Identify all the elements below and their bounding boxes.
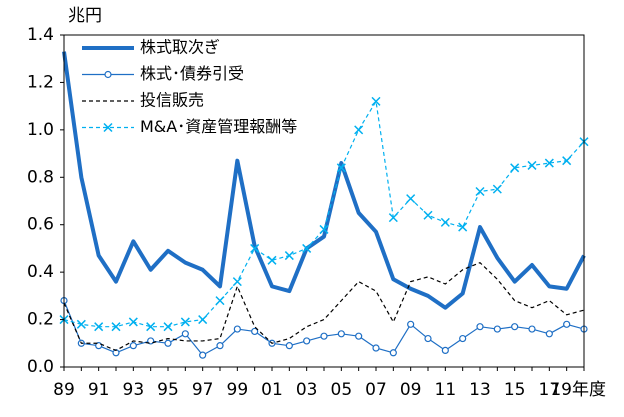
point xyxy=(424,334,432,343)
point xyxy=(336,163,346,173)
point xyxy=(528,325,536,333)
point xyxy=(147,337,155,345)
y-tick-label: 0.8 xyxy=(27,167,54,187)
y-tick-label: 0.4 xyxy=(27,262,54,282)
point xyxy=(146,322,156,332)
point xyxy=(406,194,416,204)
point xyxy=(563,320,571,328)
point xyxy=(129,342,137,350)
x-axis-unit: 年度 xyxy=(572,380,606,400)
x-tick-label: 07 xyxy=(365,380,387,400)
point xyxy=(372,344,380,352)
point xyxy=(302,243,312,253)
point xyxy=(128,317,138,327)
point xyxy=(510,163,520,173)
legend-label: 株式･債券引受 xyxy=(140,64,244,83)
legend-marker xyxy=(103,122,113,133)
point xyxy=(407,320,415,328)
point xyxy=(267,255,277,265)
legend-label: 株式取次ぎ xyxy=(140,38,220,57)
point xyxy=(95,342,103,350)
x-tick-label: 93 xyxy=(123,380,145,400)
point xyxy=(458,222,468,232)
point xyxy=(527,160,537,170)
point xyxy=(250,243,260,253)
y-tick-label: 0.2 xyxy=(27,310,54,330)
x-tick-label: 19 xyxy=(550,380,572,400)
y-tick-label: 1.2 xyxy=(27,72,54,92)
x-tick-label: 01 xyxy=(261,380,283,400)
point xyxy=(440,217,450,227)
point xyxy=(388,213,398,223)
point xyxy=(354,125,364,135)
x-tick-label: 09 xyxy=(400,380,422,400)
y-tick-label: 0.6 xyxy=(27,215,54,235)
x-tick-label: 05 xyxy=(331,380,353,400)
point xyxy=(198,315,208,325)
point xyxy=(337,330,345,338)
point xyxy=(544,158,554,168)
series-line xyxy=(62,51,586,310)
point xyxy=(111,322,121,332)
point xyxy=(476,323,484,331)
point xyxy=(545,330,553,338)
point xyxy=(511,323,519,331)
series xyxy=(59,96,589,332)
point xyxy=(285,342,293,350)
point xyxy=(320,332,328,340)
x-tick-label: 11 xyxy=(435,380,457,400)
point xyxy=(181,330,189,338)
legend-label: M&A･資産管理報酬等 xyxy=(140,117,297,136)
x-tick-label: 99 xyxy=(227,380,249,400)
point xyxy=(303,337,311,345)
point xyxy=(423,210,433,220)
point xyxy=(180,317,190,327)
point xyxy=(233,325,241,333)
x-tick-label: 89 xyxy=(53,380,75,400)
point xyxy=(493,325,501,333)
y-axis-unit: 兆円 xyxy=(68,6,102,26)
y-tick-label: 1.4 xyxy=(27,25,54,45)
x-tick-label: 95 xyxy=(157,380,179,400)
point xyxy=(389,349,397,357)
x-tick-label: 13 xyxy=(469,380,491,400)
x-tick-label: 03 xyxy=(296,380,318,400)
x-tick-label: 97 xyxy=(192,380,214,400)
point xyxy=(215,296,225,306)
point xyxy=(284,251,294,261)
series xyxy=(62,51,586,310)
x-tick-label: 91 xyxy=(88,380,110,400)
y-tick-label: 0.0 xyxy=(27,357,54,377)
point xyxy=(164,339,172,347)
x-tick-label: 15 xyxy=(504,380,526,400)
point xyxy=(475,186,485,197)
point xyxy=(371,96,381,106)
x-tick-label: 17 xyxy=(539,380,561,400)
point xyxy=(319,224,329,234)
point xyxy=(94,322,104,332)
plot-area xyxy=(59,51,589,359)
point xyxy=(76,319,86,329)
point xyxy=(441,346,449,354)
point xyxy=(251,327,259,336)
y-tick-label: 1.0 xyxy=(27,120,54,140)
point xyxy=(459,334,467,343)
legend-marker xyxy=(104,70,112,79)
point xyxy=(199,351,207,359)
point xyxy=(562,156,572,166)
point xyxy=(355,332,363,340)
legend-label: 投信販売 xyxy=(140,91,204,110)
point xyxy=(232,277,242,287)
point xyxy=(163,322,173,332)
point xyxy=(216,342,224,350)
point xyxy=(492,184,502,194)
